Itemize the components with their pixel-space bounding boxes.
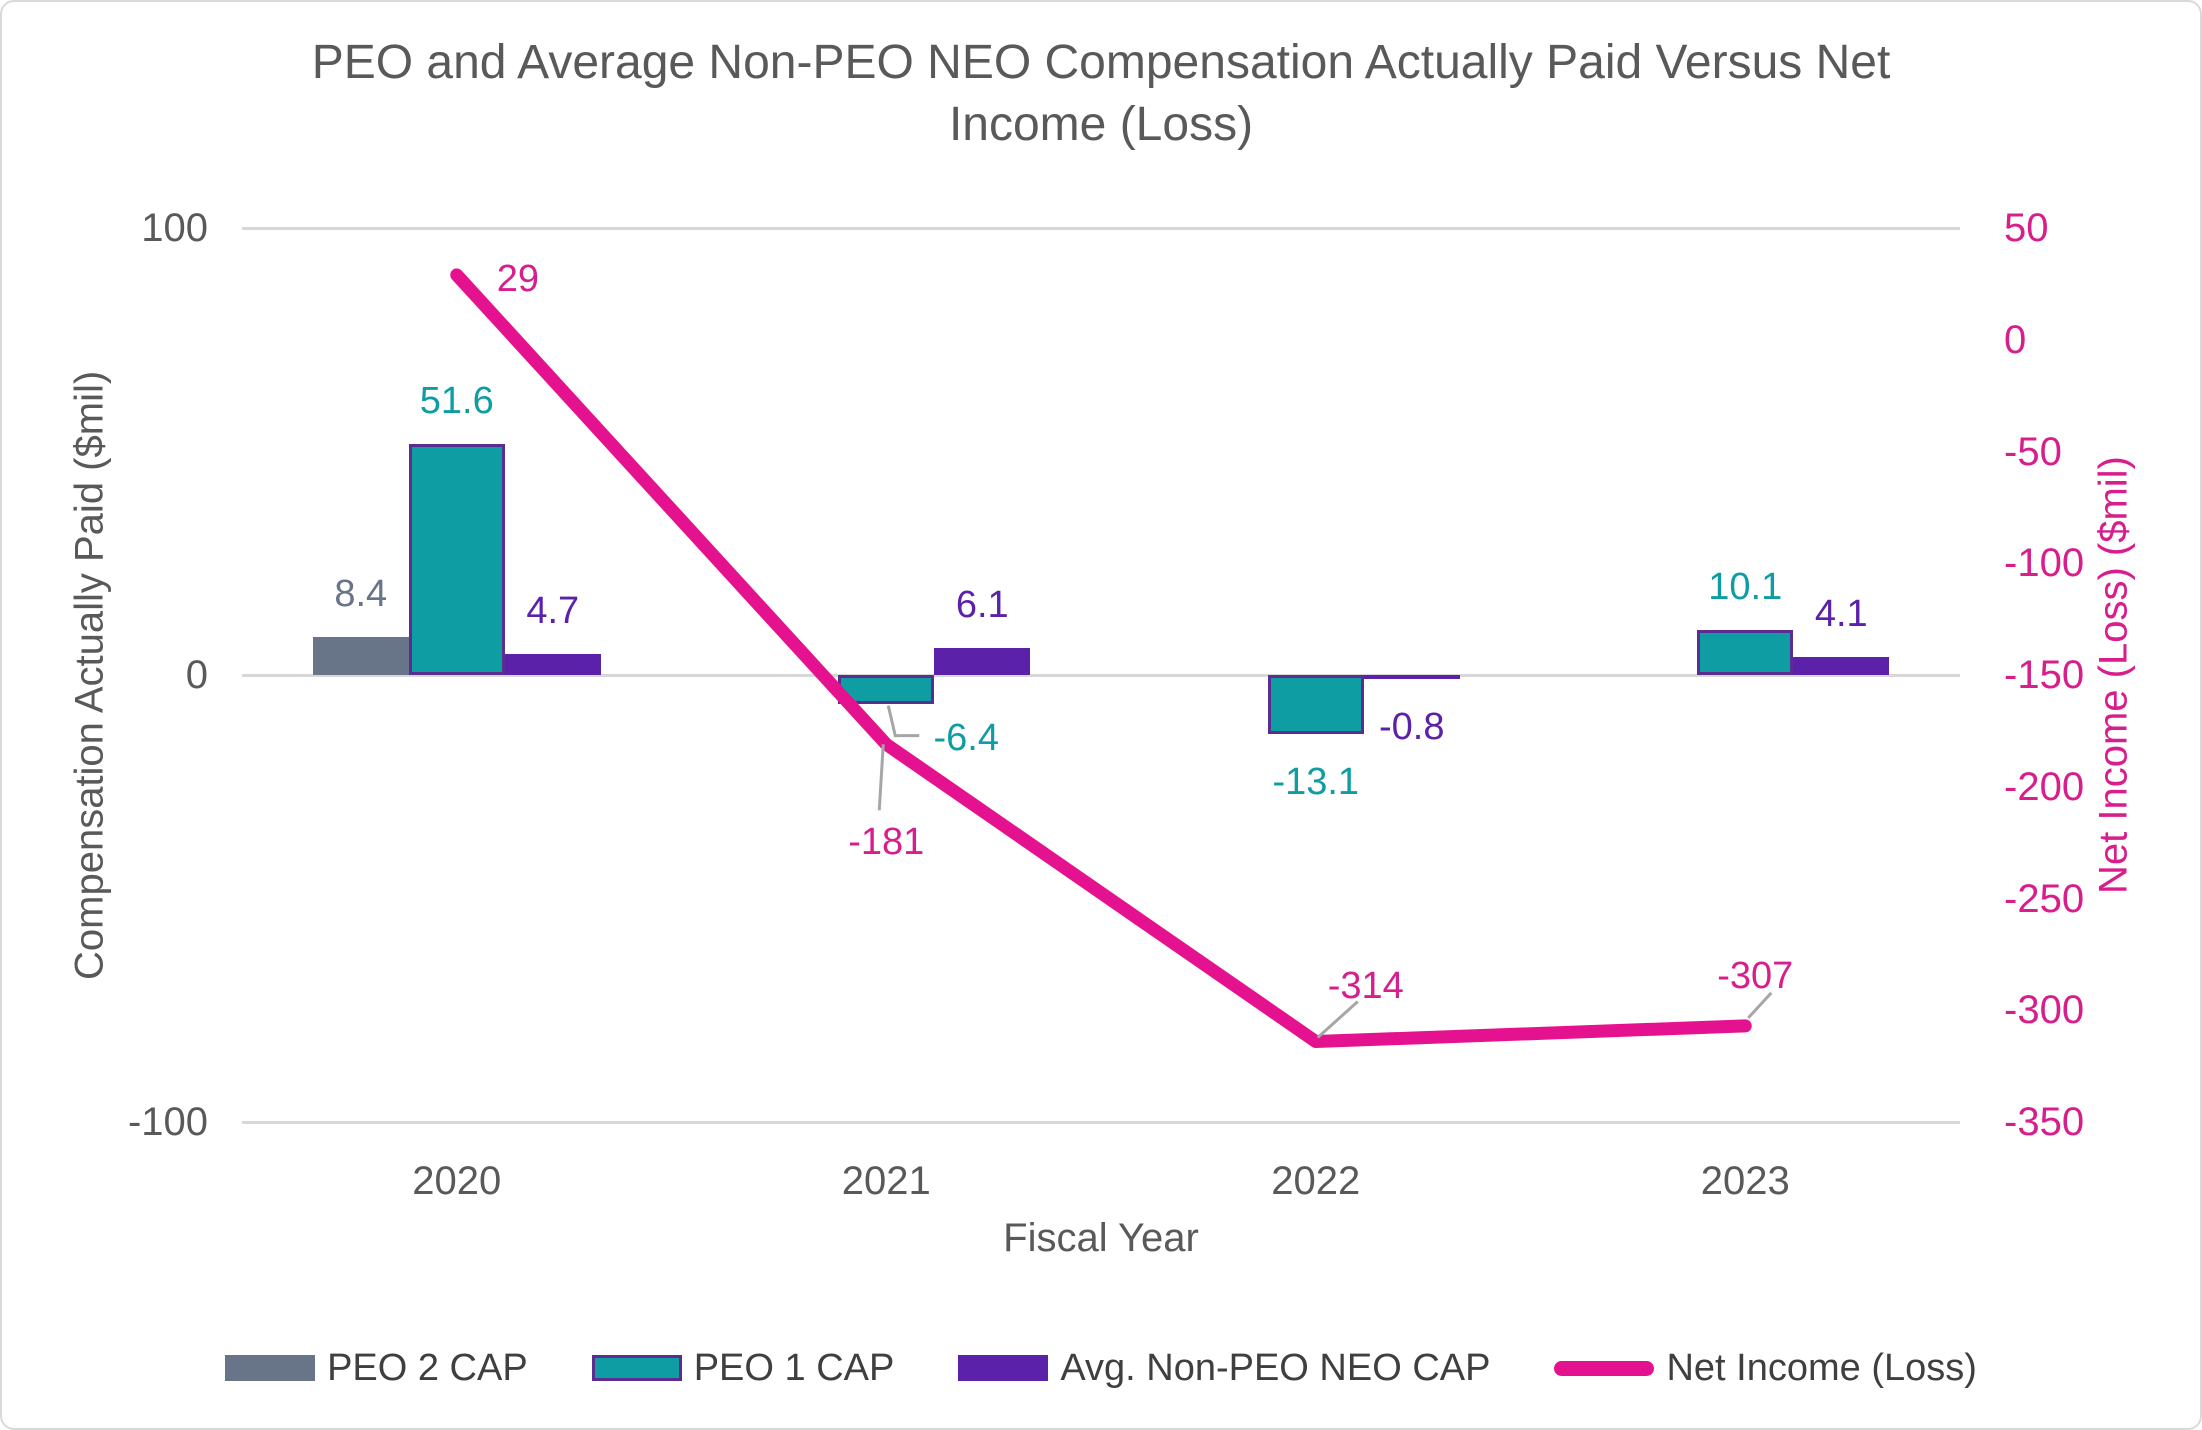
- legend-item: PEO 2 CAP: [225, 1347, 528, 1390]
- right-axis-tick-label: -150: [2004, 653, 2085, 697]
- legend-item: Net Income (Loss): [1554, 1346, 1977, 1390]
- legend: PEO 2 CAP PEO 1 CAP Avg. Non-PEO NEO CAP Ne…: [2, 1336, 2200, 1400]
- left-axis-tick-label: 0: [185, 653, 208, 697]
- x-axis-tick-label: 2023: [1700, 1159, 1790, 1203]
- right-axis-tick-label: -350: [2004, 1100, 2085, 1144]
- right-axis-tick-label: -250: [2004, 876, 2085, 921]
- left-axis-tick-label: 100: [141, 206, 208, 250]
- bar: [934, 647, 1031, 675]
- legend-line-swatch: [1554, 1360, 1655, 1376]
- bar: [408, 444, 505, 675]
- bar: [504, 653, 601, 675]
- legend-label: PEO 1 CAP: [693, 1346, 895, 1389]
- net-income-line: [450, 268, 1752, 1049]
- data-label: 6.1: [955, 583, 1009, 626]
- x-axis-tick-label: 2021: [841, 1159, 931, 1203]
- data-label: -181: [848, 821, 925, 864]
- left-axis-tick-label: -100: [127, 1100, 208, 1144]
- data-label: 4.1: [1814, 592, 1868, 635]
- gridline: [242, 1120, 1960, 1124]
- data-label: 4.7: [526, 589, 580, 632]
- legend-item: Avg. Non-PEO NEO CAP: [958, 1347, 1490, 1390]
- bar: [1363, 675, 1460, 679]
- label-callout-line: [877, 744, 885, 811]
- bar: [1697, 629, 1794, 675]
- right-axis-tick-label: 0: [2004, 317, 2027, 362]
- gridline: [242, 226, 1960, 230]
- data-label: -0.8: [1379, 705, 1445, 748]
- label-callout-line: [886, 705, 920, 738]
- legend-label: Avg. Non-PEO NEO CAP: [1060, 1346, 1491, 1389]
- bar: [312, 637, 409, 675]
- data-label: 51.6: [419, 380, 494, 423]
- legend-bar-swatch: [591, 1355, 682, 1381]
- data-label: -13.1: [1272, 760, 1360, 803]
- x-axis-tick-label: 2022: [1271, 1159, 1361, 1203]
- right-axis-tick-label: -300: [2004, 988, 2085, 1033]
- chart-title-line1: PEO and Average Non-PEO NEO Compensation…: [311, 36, 1891, 89]
- data-label: -307: [1717, 954, 1794, 997]
- legend-label: Net Income (Loss): [1666, 1346, 1977, 1389]
- right-axis-tick-label: -50: [2004, 429, 2062, 474]
- bar: [1267, 675, 1364, 734]
- chart-title: PEO and Average Non-PEO NEO Compensation…: [312, 32, 1891, 156]
- legend-label: PEO 2 CAP: [327, 1346, 528, 1389]
- bar: [1793, 656, 1890, 675]
- legend-bar-swatch: [225, 1355, 316, 1381]
- right-axis-tick-label: -200: [2004, 764, 2085, 809]
- data-label: 10.1: [1708, 565, 1783, 608]
- right-axis-tick-label: 50: [2004, 206, 2049, 250]
- bar: [838, 675, 935, 704]
- label-callout-line: [1316, 1000, 1359, 1039]
- data-label: -6.4: [933, 716, 999, 759]
- data-label: 8.4: [334, 573, 388, 616]
- right-axis-tick-label: -100: [2004, 541, 2085, 586]
- chart-title-line2: Income (Loss): [948, 98, 1254, 151]
- x-axis-title: Fiscal Year: [1003, 1216, 1199, 1260]
- x-axis-tick-label: 2020: [412, 1159, 502, 1203]
- data-label: -314: [1327, 964, 1404, 1007]
- data-label: 29: [496, 257, 540, 300]
- legend-bar-swatch: [958, 1355, 1049, 1381]
- legend-item: PEO 1 CAP: [591, 1346, 895, 1390]
- right-axis-title: Net Income (Loss) ($mil): [2091, 456, 2136, 894]
